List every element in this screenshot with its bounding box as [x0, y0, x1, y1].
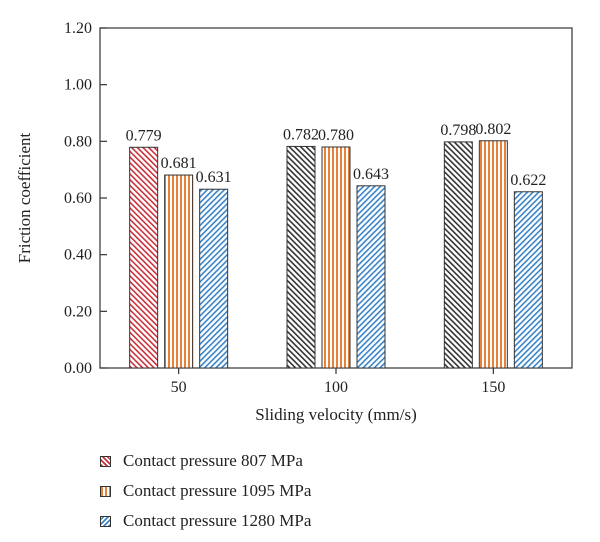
x-tick-label: 100: [324, 379, 348, 396]
y-tick-label: 1.20: [64, 20, 92, 37]
legend-swatch-icon: [100, 515, 111, 527]
bar: [129, 146, 159, 369]
legend-swatch-icon: [100, 455, 111, 467]
bar: [356, 185, 386, 369]
legend-label: Contact pressure 1095 MPa: [123, 481, 312, 500]
legend: Contact pressure 807 MPa Contact pressure…: [100, 446, 460, 536]
legend-item: Contact pressure 807 MPa: [100, 446, 460, 476]
bar: [164, 174, 194, 369]
y-tick-label: 0.00: [64, 360, 92, 377]
data-label: 0.779: [126, 127, 162, 144]
y-tick-label: 1.00: [64, 77, 92, 94]
data-label: 0.681: [161, 155, 197, 172]
bar: [478, 140, 508, 369]
bar: [199, 188, 229, 369]
data-label: 0.802: [475, 121, 511, 138]
y-tick-label: 0.60: [64, 190, 92, 207]
y-tick-label: 0.80: [64, 133, 92, 150]
legend-label: Contact pressure 1280 MPa: [123, 511, 312, 530]
bar: [513, 191, 543, 369]
legend-label: Contact pressure 807 MPa: [123, 451, 303, 470]
legend-item: Contact pressure 1280 MPa: [100, 506, 460, 536]
data-label: 0.780: [318, 127, 354, 144]
data-label: 0.631: [196, 169, 232, 186]
bar: [286, 145, 316, 369]
data-label: 0.643: [353, 166, 389, 183]
y-axis-label: Friction coefficient: [15, 133, 34, 264]
data-label: 0.782: [283, 126, 319, 143]
y-axis: 0.00 0.20 0.40 0.60 0.80 1.00 1.20: [64, 20, 107, 377]
data-label: 0.798: [440, 122, 476, 139]
bar: [443, 141, 473, 369]
data-label: 0.622: [510, 172, 546, 189]
y-tick-label: 0.20: [64, 303, 92, 320]
bars: [129, 140, 543, 369]
legend-swatch-icon: [100, 485, 111, 497]
y-tick-label: 0.40: [64, 247, 92, 264]
bar: [321, 146, 351, 369]
x-tick-label: 150: [481, 379, 505, 396]
legend-item: Contact pressure 1095 MPa: [100, 476, 460, 506]
x-axis-label: Sliding velocity (mm/s): [255, 405, 417, 424]
x-tick-label: 50: [171, 379, 187, 396]
x-axis: 50 100 150: [171, 368, 505, 396]
